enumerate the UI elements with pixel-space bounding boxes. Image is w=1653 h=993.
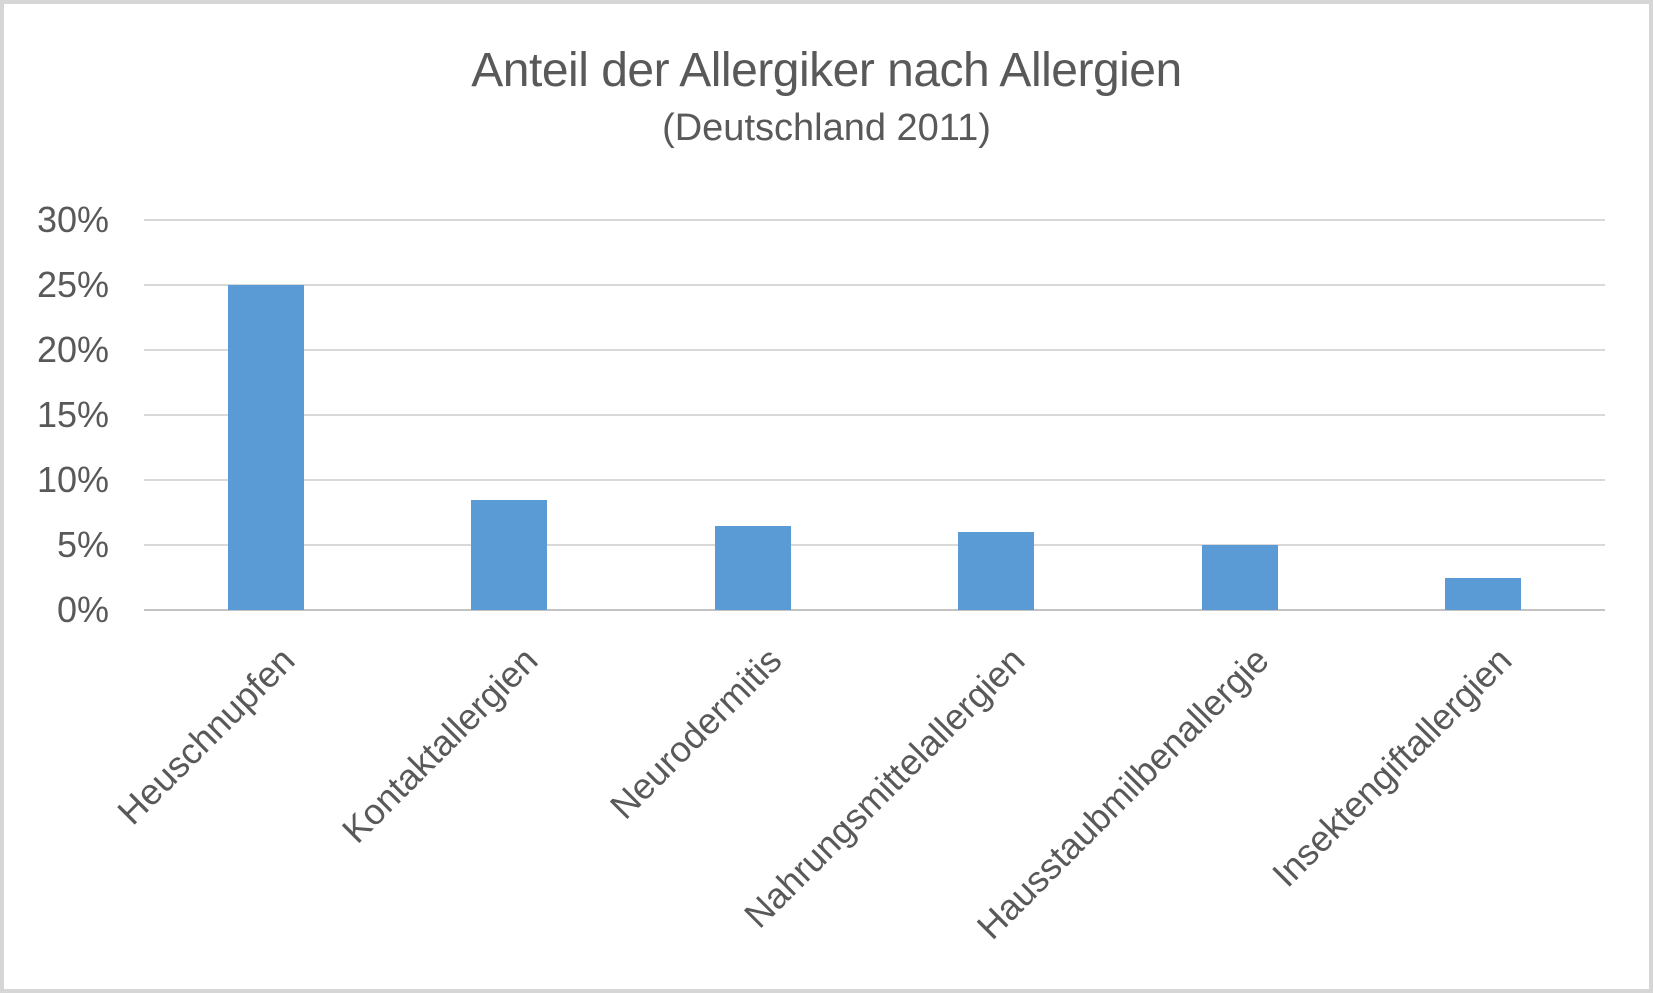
gridline bbox=[144, 349, 1605, 351]
y-axis-tick-label: 30% bbox=[36, 199, 109, 240]
y-axis-tick-label: 10% bbox=[36, 459, 109, 500]
bar bbox=[471, 499, 548, 610]
gridline bbox=[144, 284, 1605, 286]
gridline bbox=[144, 414, 1605, 416]
y-axis-tick-label: 20% bbox=[36, 329, 109, 370]
bar bbox=[1445, 577, 1522, 610]
bar bbox=[958, 532, 1035, 610]
gridline bbox=[144, 544, 1605, 546]
bar bbox=[1201, 545, 1278, 610]
bar bbox=[227, 285, 304, 610]
chart-subtitle: (Deutschland 2011) bbox=[662, 107, 991, 149]
x-axis-line bbox=[144, 609, 1605, 611]
y-axis-tick-label: 25% bbox=[36, 264, 109, 305]
y-axis-tick-label: 0% bbox=[56, 589, 109, 630]
y-axis-tick-label: 5% bbox=[56, 524, 109, 565]
y-axis-tick-label: 15% bbox=[36, 394, 109, 435]
gridline bbox=[144, 479, 1605, 481]
gridline bbox=[144, 219, 1605, 221]
chart-title: Anteil der Allergiker nach Allergien bbox=[471, 44, 1182, 97]
bar bbox=[714, 525, 791, 610]
